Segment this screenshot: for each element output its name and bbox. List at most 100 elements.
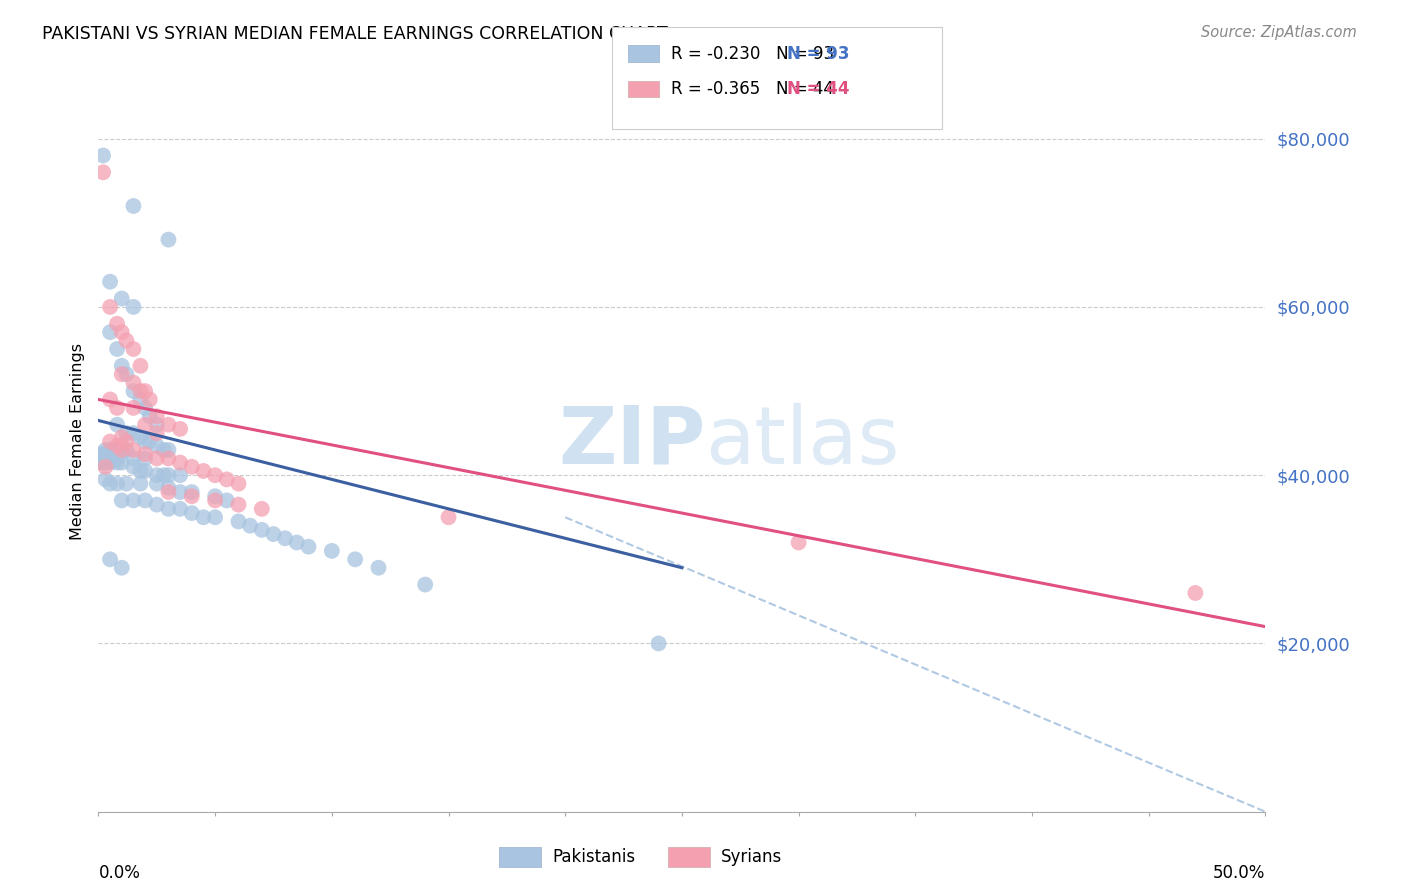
Point — [91, 148, 114, 162]
Point — [104, 447, 127, 461]
Point — [321, 544, 343, 558]
Point — [413, 577, 436, 591]
Point — [111, 442, 134, 457]
Point — [204, 493, 226, 508]
Point — [94, 472, 117, 486]
Point — [122, 384, 145, 398]
Point — [115, 368, 138, 382]
Point — [180, 506, 202, 520]
Point — [139, 409, 162, 424]
Point — [122, 426, 145, 441]
Point — [204, 510, 226, 524]
Point — [94, 447, 117, 461]
Point — [647, 636, 669, 650]
Point — [169, 456, 191, 470]
Point — [101, 447, 124, 461]
Point — [157, 501, 180, 516]
Text: N = 44: N = 44 — [787, 80, 849, 98]
Text: N = 93: N = 93 — [787, 45, 849, 62]
Point — [115, 434, 138, 449]
Point — [98, 456, 121, 470]
Point — [239, 518, 262, 533]
Point — [134, 451, 156, 466]
Point — [157, 417, 180, 432]
Point — [134, 401, 156, 415]
Point — [129, 430, 152, 444]
Point — [122, 401, 145, 415]
Point — [97, 447, 120, 461]
Point — [204, 489, 226, 503]
Point — [274, 531, 297, 545]
Point — [129, 476, 152, 491]
Point — [262, 527, 284, 541]
Point — [228, 515, 250, 529]
Text: 50.0%: 50.0% — [1213, 863, 1265, 881]
Point — [122, 376, 145, 390]
Point — [169, 468, 191, 483]
Point — [139, 392, 162, 407]
Point — [98, 325, 121, 339]
Point — [115, 476, 138, 491]
Point — [122, 442, 145, 457]
Point — [146, 409, 169, 424]
Point — [115, 426, 138, 441]
Point — [105, 451, 128, 466]
Point — [1184, 586, 1206, 600]
Point — [134, 493, 156, 508]
Point — [146, 451, 169, 466]
Point — [134, 434, 156, 449]
Point — [111, 359, 134, 373]
Point — [111, 325, 134, 339]
Point — [157, 233, 180, 247]
Point — [91, 165, 114, 179]
Point — [97, 451, 120, 466]
Point — [344, 552, 367, 566]
Point — [105, 401, 128, 415]
Point — [146, 417, 169, 432]
Text: atlas: atlas — [706, 402, 900, 481]
Point — [146, 468, 169, 483]
Point — [104, 451, 127, 466]
Point — [98, 300, 121, 314]
Point — [193, 464, 215, 478]
Point — [129, 392, 152, 407]
Point — [285, 535, 308, 549]
Point — [105, 342, 128, 356]
Point — [180, 489, 202, 503]
Point — [146, 426, 169, 441]
Point — [91, 456, 114, 470]
Point — [157, 468, 180, 483]
Point — [146, 476, 169, 491]
Point — [134, 464, 156, 478]
Point — [215, 472, 238, 486]
Point — [111, 442, 134, 457]
Point — [91, 451, 114, 466]
Point — [111, 368, 134, 382]
Point — [90, 456, 112, 470]
Point — [122, 342, 145, 356]
Point — [115, 442, 138, 457]
Point — [111, 493, 134, 508]
Text: R = -0.365   N = 44: R = -0.365 N = 44 — [671, 80, 834, 98]
Point — [146, 439, 169, 453]
Point — [90, 447, 112, 461]
Point — [180, 459, 202, 474]
Point — [111, 292, 134, 306]
Point — [94, 442, 117, 457]
Point — [105, 317, 128, 331]
Text: Syrians: Syrians — [721, 848, 783, 866]
Y-axis label: Median Female Earnings: Median Female Earnings — [69, 343, 84, 540]
Point — [129, 359, 152, 373]
Point — [90, 451, 112, 466]
Point — [91, 447, 114, 461]
Point — [228, 498, 250, 512]
Point — [152, 442, 174, 457]
Point — [98, 476, 121, 491]
Point — [129, 384, 152, 398]
Point — [98, 552, 121, 566]
Point — [111, 456, 134, 470]
Point — [157, 451, 180, 466]
Point — [122, 493, 145, 508]
Point — [105, 456, 128, 470]
Point — [129, 464, 152, 478]
